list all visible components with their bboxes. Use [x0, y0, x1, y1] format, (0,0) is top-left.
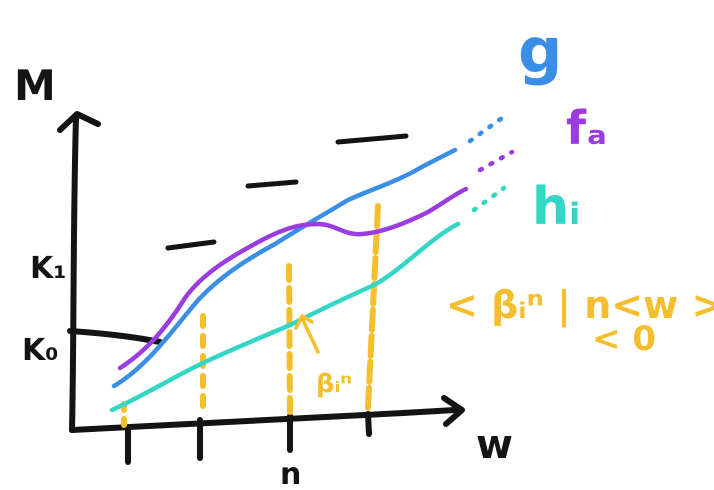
n-tick-label: n [280, 457, 301, 490]
y-axis-line [69, 115, 79, 433]
step-segment-2 [245, 179, 299, 189]
curve-f [117, 186, 469, 371]
step-segment-3 [335, 133, 409, 145]
curve-g-continuation [467, 115, 505, 144]
curve-f-continuation [477, 149, 515, 173]
k0-label: K₀ [22, 333, 58, 368]
curve-h [109, 221, 461, 413]
k0-level-line [67, 328, 163, 345]
curve-h-continuation [471, 185, 507, 213]
k1-label: K₁ [30, 251, 66, 286]
h-label: hᵢ [532, 177, 580, 237]
x-axis-label: w [476, 422, 513, 468]
guide-n [286, 263, 293, 415]
bracket-expression: < βᵢⁿ | n<w > [446, 283, 714, 328]
x-axis-arrowhead [441, 395, 465, 427]
step-segments [165, 133, 409, 251]
y-axis-arrowhead [57, 111, 101, 133]
step-segment-1 [165, 239, 217, 251]
x-axis-line [69, 407, 458, 433]
curve-g [111, 147, 458, 389]
y-axis-label: M [14, 61, 56, 110]
beta-arrow [294, 314, 320, 354]
x-tick-4 [365, 411, 372, 437]
guide-4 [365, 203, 381, 411]
bracket-expression-bound: < 0 [592, 319, 656, 359]
g-label: g [518, 14, 562, 87]
beta-annotation: βᵢⁿ [316, 369, 352, 399]
axes [57, 111, 465, 465]
f-label: fₐ [566, 101, 607, 155]
